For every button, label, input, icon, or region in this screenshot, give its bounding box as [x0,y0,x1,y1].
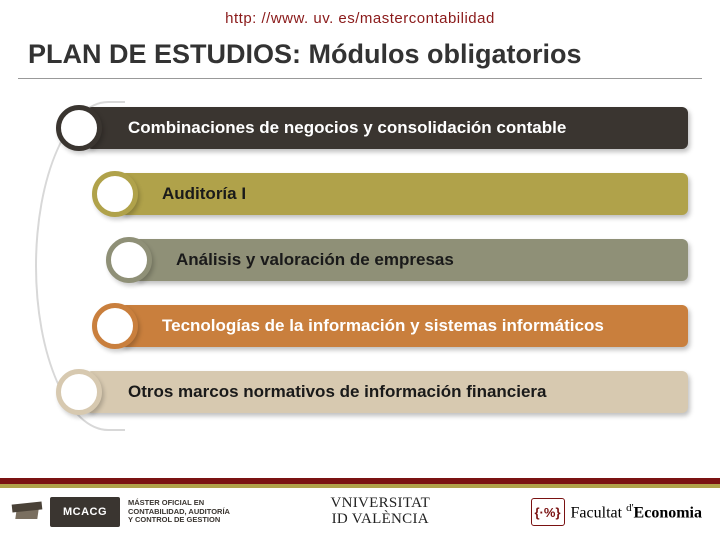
logo-mcacg: MCACG MÁSTER OFICIAL EN CONTABILIDAD, AU… [12,497,230,527]
modules-list: Combinaciones de negocios y consolidació… [0,107,720,419]
mcacg-subtitle: MÁSTER OFICIAL EN CONTABILIDAD, AUDITORÍ… [128,499,230,525]
university-line: VNIVERSITAT [330,496,430,512]
module-pill: Tecnologías de la información y sistemas… [120,305,688,347]
logo-university: VNIVERSITAT ID VALÈNCIA [330,496,430,528]
graduation-cap-icon [12,501,42,523]
module-pill: Auditoría I [120,173,688,215]
title-underline [18,78,702,79]
module-bullet [92,171,138,217]
module-bullet [56,369,102,415]
module-row: Análisis y valoración de empresas [0,239,720,287]
percent-icon: {·%} [531,498,565,526]
footer: MCACG MÁSTER OFICIAL EN CONTABILIDAD, AU… [0,478,720,540]
module-bullet [92,303,138,349]
university-line: ID VALÈNCIA [330,512,430,528]
module-bullet [56,105,102,151]
module-row: Otros marcos normativos de información f… [0,371,720,419]
module-pill: Análisis y valoración de empresas [134,239,688,281]
module-pill: Otros marcos normativos de información f… [86,371,688,413]
mcacg-line: Y CONTROL DE GESTION [128,516,230,525]
faculty-prefix: Facultat [571,504,627,521]
footer-content: MCACG MÁSTER OFICIAL EN CONTABILIDAD, AU… [0,488,720,540]
faculty-main: Economia [634,504,702,521]
header-url: http: //www. uv. es/mastercontabilidad [0,0,720,33]
faculty-text: Facultat d'Economia [571,502,702,522]
module-row: Tecnologías de la información y sistemas… [0,305,720,353]
logo-faculty: {·%} Facultat d'Economia [531,498,702,526]
page-title: PLAN DE ESTUDIOS: Módulos obligatorios [0,33,720,78]
module-row: Combinaciones de negocios y consolidació… [0,107,720,155]
module-bullet [106,237,152,283]
module-pill: Combinaciones de negocios y consolidació… [86,107,688,149]
faculty-d: d' [626,502,633,514]
mcacg-badge: MCACG [50,497,120,527]
module-row: Auditoría I [0,173,720,221]
